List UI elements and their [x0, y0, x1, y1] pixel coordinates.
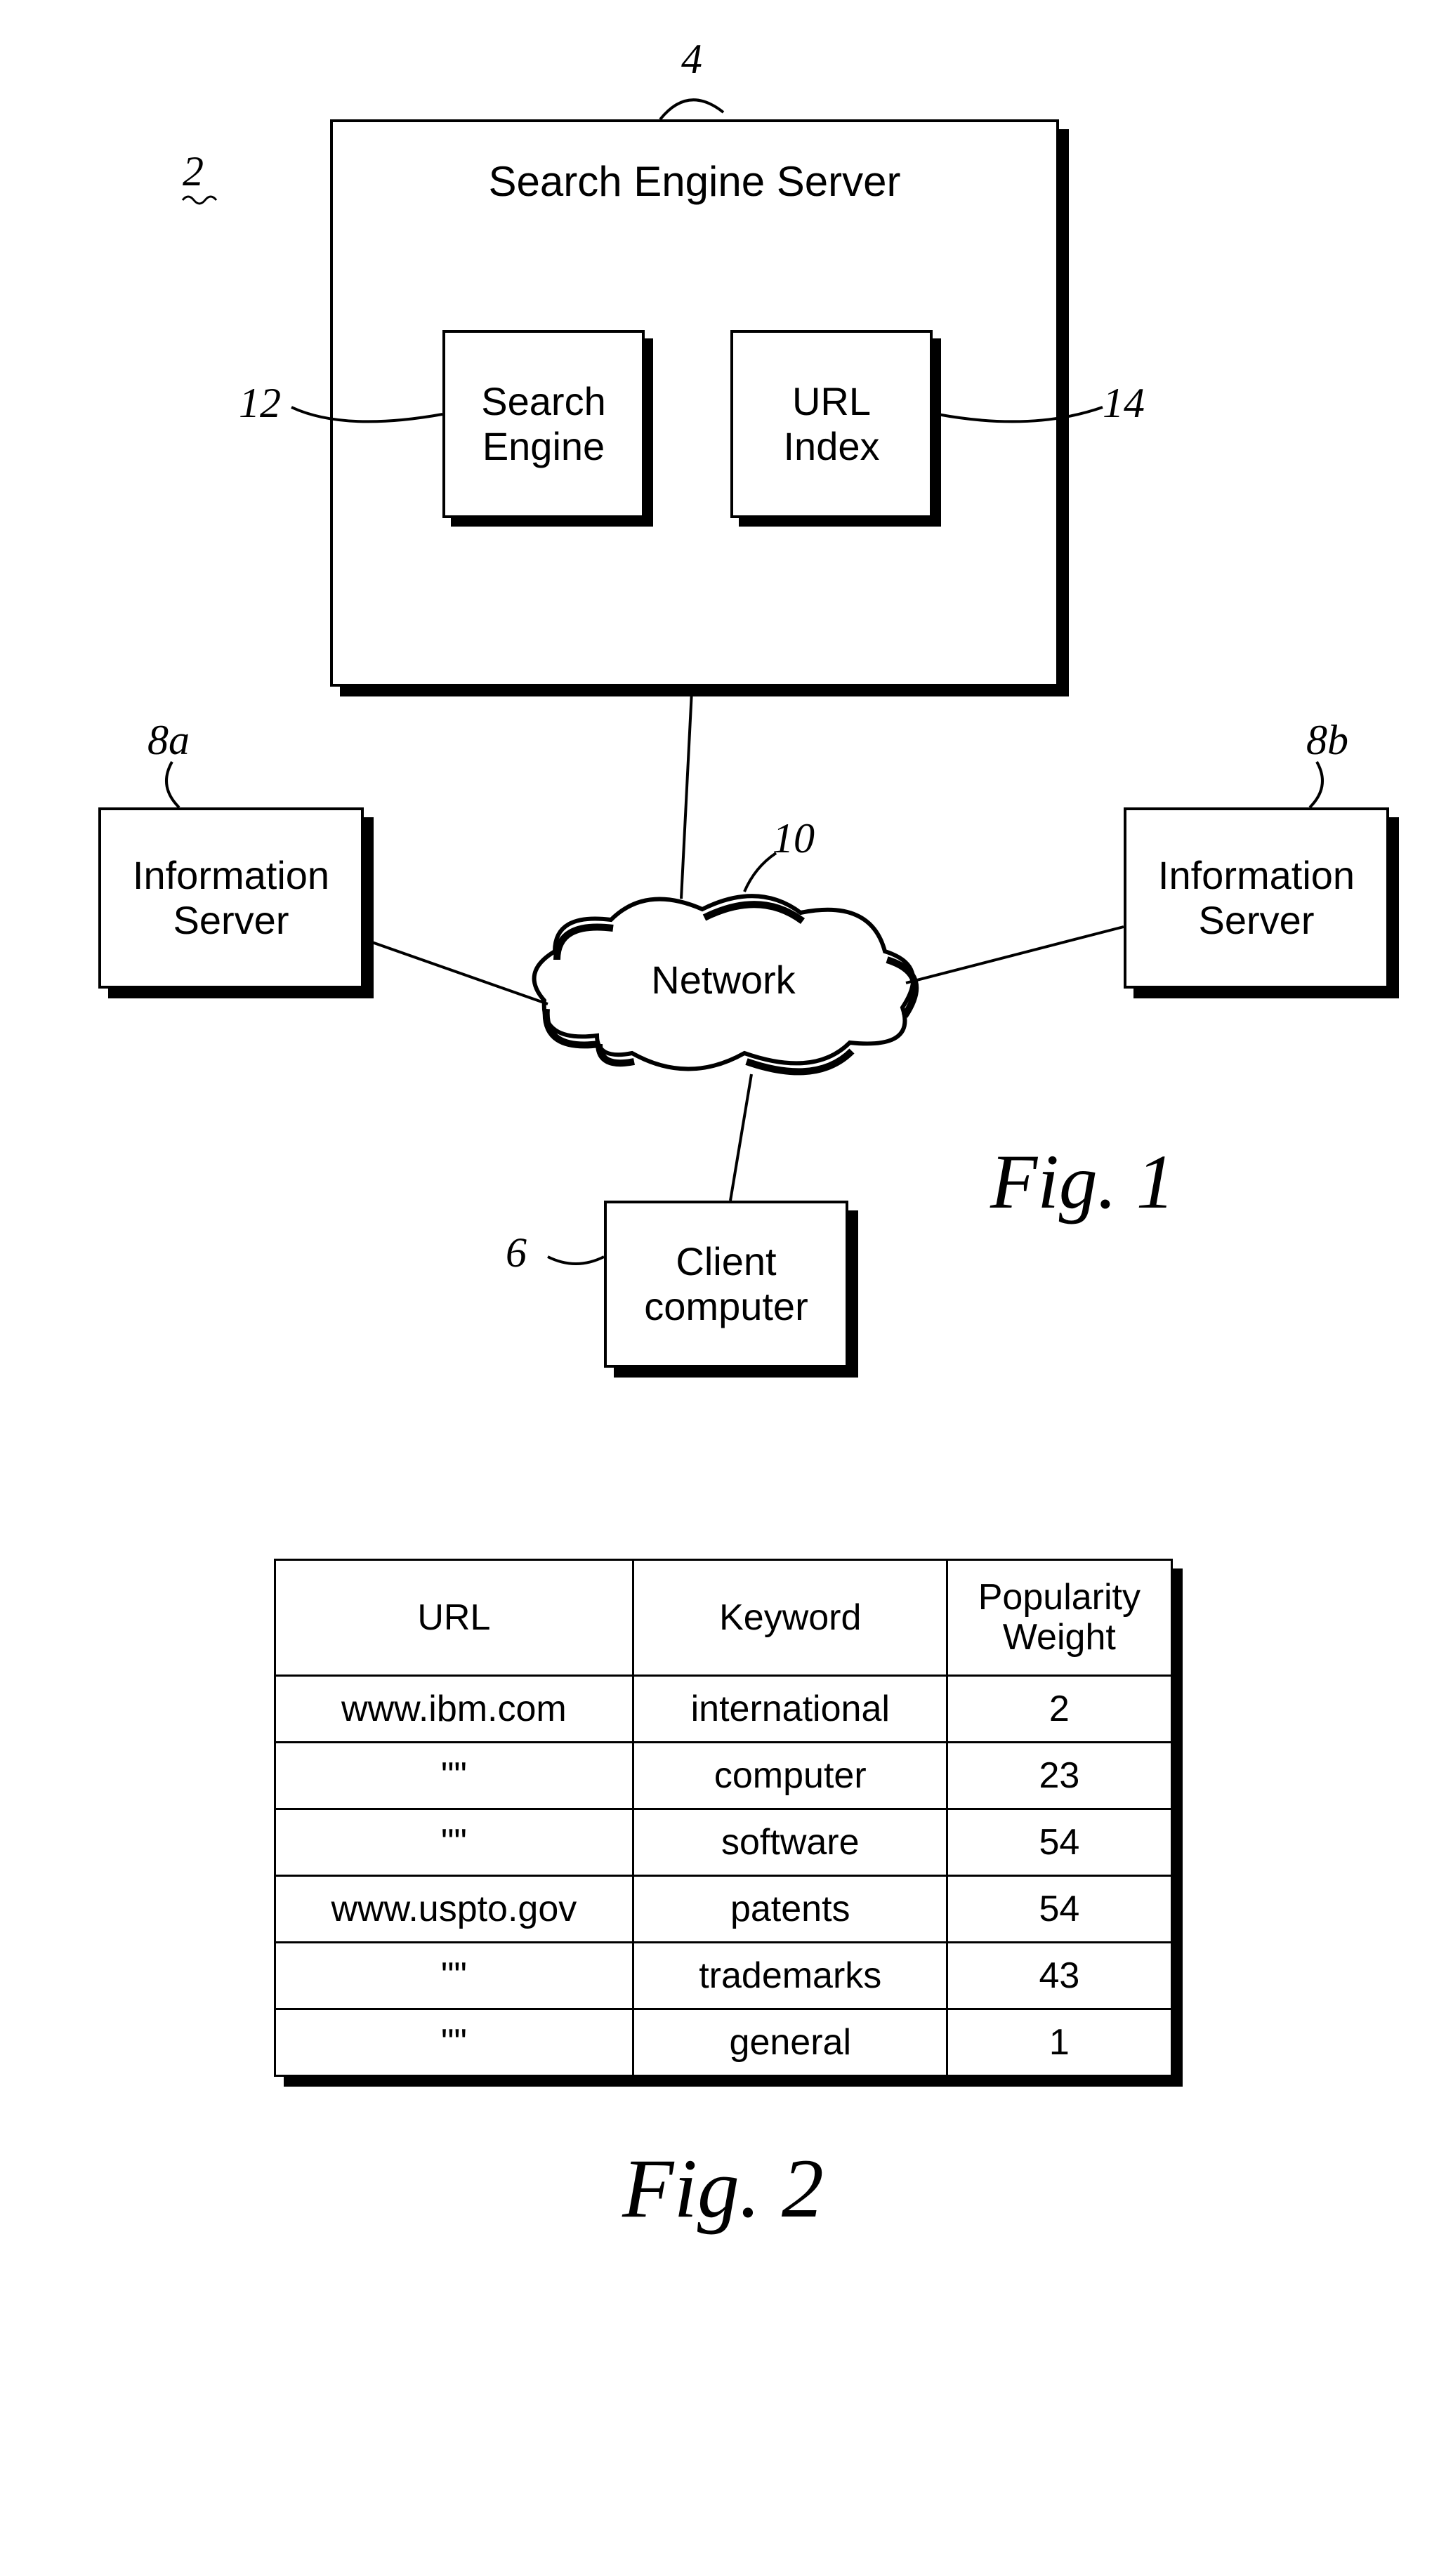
- cell: "": [275, 1743, 633, 1809]
- table-row: "" computer 23: [275, 1743, 1171, 1809]
- cell: 1: [947, 2009, 1171, 2076]
- fig1-caption: Fig. 1: [990, 1137, 1175, 1227]
- cell: general: [633, 2009, 947, 2076]
- table-body: www.ibm.com international 2 "" computer …: [275, 1676, 1171, 2076]
- fig2-caption: Fig. 2: [28, 2140, 1418, 2237]
- cell: patents: [633, 1876, 947, 1943]
- table-row: www.uspto.gov patents 54: [275, 1876, 1171, 1943]
- cell: international: [633, 1676, 947, 1743]
- cell: trademarks: [633, 1943, 947, 2009]
- url-table: URL Keyword Popularity Weight www.ibm.co…: [274, 1559, 1173, 2077]
- col-url: URL: [275, 1560, 633, 1676]
- connectors-svg: [28, 28, 1418, 1502]
- table-header-row: URL Keyword Popularity Weight: [275, 1560, 1171, 1676]
- cell: 54: [947, 1809, 1171, 1876]
- cell: software: [633, 1809, 947, 1876]
- table-row: "" software 54: [275, 1809, 1171, 1876]
- cell: 54: [947, 1876, 1171, 1943]
- table-row: "" general 1: [275, 2009, 1171, 2076]
- figure-2-table-area: URL Keyword Popularity Weight www.ibm.co…: [28, 1502, 1418, 2377]
- cell: www.ibm.com: [275, 1676, 633, 1743]
- cell: 2: [947, 1676, 1171, 1743]
- cell: "": [275, 2009, 633, 2076]
- cell: "": [275, 1943, 633, 2009]
- cell: computer: [633, 1743, 947, 1809]
- cell: 23: [947, 1743, 1171, 1809]
- col-popularity: Popularity Weight: [947, 1560, 1171, 1676]
- table-row: "" trademarks 43: [275, 1943, 1171, 2009]
- cell: 43: [947, 1943, 1171, 2009]
- table-row: www.ibm.com international 2: [275, 1676, 1171, 1743]
- url-table-shadow: URL Keyword Popularity Weight www.ibm.co…: [274, 1559, 1173, 2077]
- cell: www.uspto.gov: [275, 1876, 633, 1943]
- cell: "": [275, 1809, 633, 1876]
- col-keyword: Keyword: [633, 1560, 947, 1676]
- figure-1-diagram: 2 4 Search Engine Server Search Engine U…: [28, 28, 1418, 1502]
